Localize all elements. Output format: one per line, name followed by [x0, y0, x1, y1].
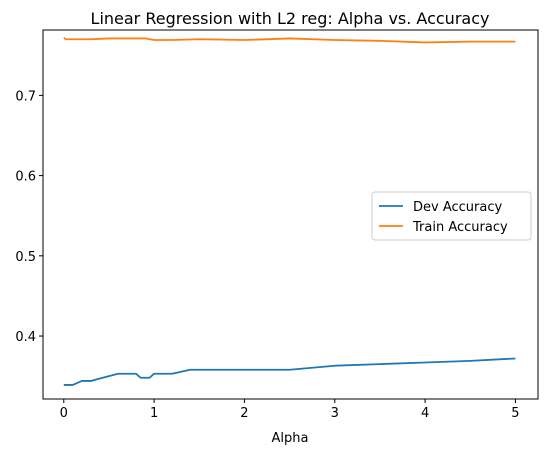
legend-label-dev: Dev Accuracy — [413, 200, 502, 215]
chart-title: Linear Regression with L2 reg: Alpha vs.… — [91, 9, 490, 28]
y-tick-label: 0.7 — [15, 89, 36, 104]
series-line-train-accuracy — [63, 36, 516, 44]
plot-frame — [42, 29, 539, 400]
x-tick-label: 3 — [331, 406, 339, 421]
series-line-dev-accuracy — [63, 357, 516, 386]
y-tick-label: 0.6 — [15, 170, 36, 185]
legend-label-train: Train Accuracy — [412, 220, 508, 235]
x-axis-ticks: 0 1 2 3 4 5 — [60, 399, 520, 421]
legend-box — [371, 191, 532, 241]
series-layer — [63, 36, 516, 386]
y-tick-label: 0.5 — [15, 250, 36, 265]
x-tick-label: 4 — [421, 406, 429, 421]
x-tick-label: 0 — [60, 406, 68, 421]
x-tick-label: 2 — [240, 406, 248, 421]
x-tick-label: 1 — [150, 406, 158, 421]
x-tick-label: 5 — [511, 406, 519, 421]
y-axis-ticks: 0.4 0.5 0.6 0.7 — [15, 89, 43, 345]
legend: Dev Accuracy Train Accuracy — [371, 191, 532, 241]
x-axis-label: Alpha — [272, 431, 309, 446]
y-tick-label: 0.4 — [15, 330, 36, 345]
